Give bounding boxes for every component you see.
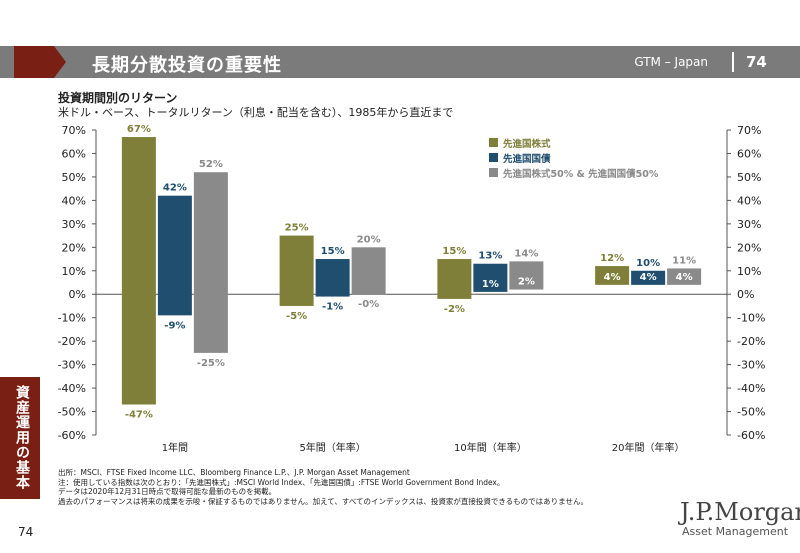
side-tab bbox=[0, 377, 40, 499]
header-separator bbox=[732, 52, 734, 72]
legend-label: 先進国株式50% & 先進国国債50% bbox=[503, 168, 659, 180]
bar bbox=[193, 172, 228, 353]
y-tick-label-right: 70% bbox=[737, 124, 761, 137]
y-tick-label-right: -20% bbox=[737, 335, 765, 348]
y-tick-label-left: -30% bbox=[58, 359, 86, 372]
bar bbox=[667, 268, 702, 285]
bar bbox=[279, 235, 314, 306]
bar-max-label: 14% bbox=[514, 248, 538, 259]
legend-swatch bbox=[489, 153, 498, 162]
y-tick-label-right: -60% bbox=[737, 429, 765, 442]
y-tick-label-right: 60% bbox=[737, 147, 761, 160]
y-tick-label-right: 30% bbox=[737, 218, 761, 231]
bar-min-label: 4% bbox=[604, 272, 621, 283]
y-tick-label-left: -50% bbox=[58, 406, 86, 419]
bar-max-label: 12% bbox=[600, 253, 624, 264]
logo: J.P.Morgan bbox=[680, 498, 800, 526]
category-label: 1年間 bbox=[162, 441, 188, 454]
chart-subtitle: 米ドル・ベース、トータルリターン（利息・配当を含む）、1985年から直近まで bbox=[58, 106, 454, 119]
legend-label: 先進国国債 bbox=[503, 153, 551, 165]
y-tick-label-right: -30% bbox=[737, 359, 765, 372]
header-section-label: GTM – Japan bbox=[634, 55, 708, 69]
bar-min-label: -1% bbox=[322, 302, 343, 313]
y-tick-label-left: 50% bbox=[62, 171, 86, 184]
legend-swatch bbox=[489, 138, 498, 147]
bar bbox=[121, 137, 156, 405]
bar bbox=[509, 261, 544, 290]
bar-min-label: 4% bbox=[640, 272, 657, 283]
bar-min-label: 2% bbox=[518, 277, 535, 288]
bar-max-label: 52% bbox=[199, 159, 223, 170]
y-tick-label-left: 60% bbox=[62, 147, 86, 160]
footnote-source: 出所：MSCI、FTSE Fixed Income LLC、Bloomberg … bbox=[58, 468, 410, 477]
bar bbox=[631, 270, 666, 285]
bar-max-label: 25% bbox=[285, 223, 309, 234]
y-tick-label-right: 50% bbox=[737, 171, 761, 184]
y-tick-label-left: 0% bbox=[69, 288, 86, 301]
y-tick-label-right: 0% bbox=[737, 288, 754, 301]
category-label: 20年間（年率） bbox=[612, 441, 685, 454]
y-tick-label-left: 10% bbox=[62, 265, 86, 278]
bar-max-label: 11% bbox=[672, 255, 696, 266]
legend-swatch bbox=[489, 168, 498, 177]
y-tick-label-right: 20% bbox=[737, 241, 761, 254]
bar-min-label: -0% bbox=[358, 299, 379, 310]
bar-min-label: 4% bbox=[676, 272, 693, 283]
bar-min-label: -25% bbox=[197, 358, 225, 369]
bar-max-label: 10% bbox=[636, 258, 660, 269]
bar-min-label: -47% bbox=[125, 410, 153, 421]
logo-subtitle: Asset Management bbox=[682, 525, 789, 538]
bar-min-label: -5% bbox=[286, 311, 307, 322]
bar bbox=[315, 259, 350, 297]
chart-title: 投資期間別のリターン bbox=[58, 91, 178, 105]
bar-min-label: 1% bbox=[482, 279, 499, 290]
bar bbox=[351, 247, 386, 295]
footnote-indices: 注：使用している指数は次のとおり：「先進国株式」:MSCI World Inde… bbox=[58, 477, 505, 487]
bar bbox=[473, 263, 508, 292]
y-tick-label-left: 20% bbox=[62, 241, 86, 254]
y-tick-label-left: -60% bbox=[58, 429, 86, 442]
y-tick-label-right: 40% bbox=[737, 194, 761, 207]
category-label: 10年間（年率） bbox=[454, 441, 527, 454]
y-tick-label-left: 30% bbox=[62, 218, 86, 231]
y-tick-label-left: -40% bbox=[58, 382, 86, 395]
bar-max-label: 67% bbox=[127, 124, 151, 135]
side-tab-label: 資産運用の基本 bbox=[14, 385, 30, 490]
y-tick-label-right: -50% bbox=[737, 406, 765, 419]
category-label: 5年間（年率） bbox=[299, 441, 365, 454]
bar-max-label: 15% bbox=[442, 246, 466, 257]
bar-min-label: -2% bbox=[444, 304, 465, 315]
bar-max-label: 42% bbox=[163, 183, 187, 194]
y-tick-label-right: -10% bbox=[737, 312, 765, 325]
page-number: 74 bbox=[18, 525, 34, 539]
page-title: 長期分散投資の重要性 bbox=[92, 55, 282, 76]
header-bar bbox=[0, 46, 800, 78]
bar-min-label: -9% bbox=[164, 320, 185, 331]
y-tick-label-left: 40% bbox=[62, 194, 86, 207]
header-accent bbox=[14, 46, 66, 78]
y-tick-label-left: -20% bbox=[58, 335, 86, 348]
y-tick-label-right: 10% bbox=[737, 265, 761, 278]
y-tick-label-left: 70% bbox=[62, 124, 86, 137]
header-page-number: 74 bbox=[746, 53, 767, 71]
y-tick-label-left: -10% bbox=[58, 312, 86, 325]
footnote-disclaimer: 過去のパフォーマンスは将来の成果を示唆・保証するものではありません。加えて、すべ… bbox=[58, 496, 588, 506]
bar-max-label: 20% bbox=[357, 234, 381, 245]
legend-label: 先進国株式 bbox=[503, 138, 551, 150]
bar bbox=[595, 266, 630, 285]
footnotes: 出所：MSCI、FTSE Fixed Income LLC、Bloomberg … bbox=[58, 468, 588, 506]
bar bbox=[437, 259, 472, 299]
footnote-date: データは2020年12月31日時点で取得可能な最新のものを掲載。 bbox=[58, 487, 277, 496]
bar bbox=[157, 195, 192, 316]
bar-max-label: 15% bbox=[321, 246, 345, 257]
y-tick-label-right: -40% bbox=[737, 382, 765, 395]
bar-max-label: 13% bbox=[478, 251, 502, 262]
